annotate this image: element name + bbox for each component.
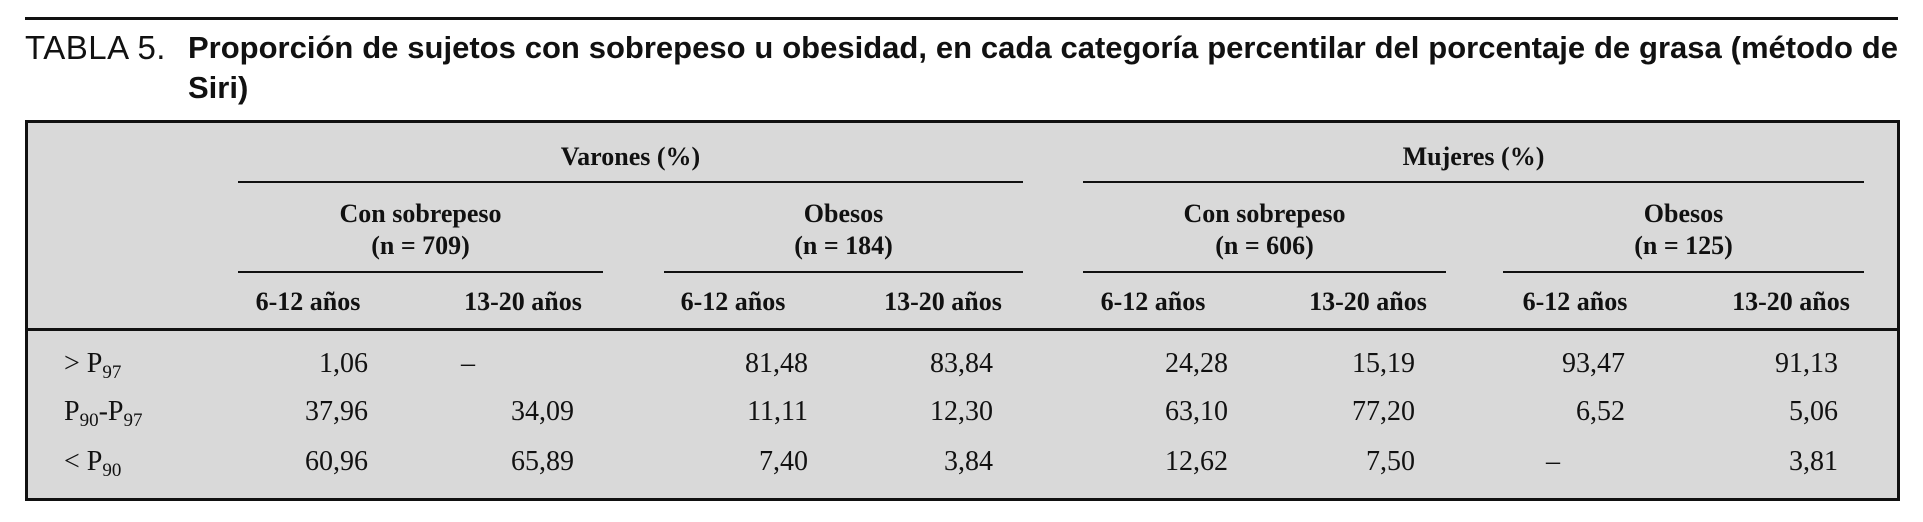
subgroup-rule (1503, 271, 1864, 273)
table-cell: 6,52 (1576, 396, 1625, 427)
subgroup-name: Con sobrepeso (1183, 199, 1346, 228)
subgroup-name: Obesos (1643, 199, 1724, 228)
group-header-mujeres: Mujeres (%) (1402, 142, 1545, 171)
subgroup-n: (n = 125) (1634, 231, 1733, 260)
subgroup-header-mujeres-obesos: Obesos (n = 125) (1503, 198, 1864, 262)
table-cell: 77,20 (1352, 396, 1415, 427)
group-rule-mujeres (1083, 181, 1864, 183)
subgroup-header-mujeres-sobrepeso: Con sobrepeso (n = 606) (1083, 198, 1446, 262)
table-cell: 7,50 (1366, 446, 1415, 477)
subgroup-header-varones-obesos: Obesos (n = 184) (664, 198, 1023, 262)
row-label: < P90 (64, 446, 122, 481)
table-cell: 93,47 (1562, 348, 1625, 379)
table-cell: 11,11 (747, 396, 808, 427)
table-cell: 91,13 (1775, 348, 1838, 379)
table-cell: 81,48 (745, 348, 808, 379)
table-title: Proporción de sujetos con sobrepeso u ob… (188, 30, 1898, 105)
table-cell: – (461, 348, 475, 379)
row-label: > P97 (64, 348, 122, 383)
group-header-varones: Varones (%) (560, 142, 701, 171)
table-cell: 1,06 (319, 348, 368, 379)
table-cell: 7,40 (759, 446, 808, 477)
table-cell: 12,62 (1165, 446, 1228, 477)
age-column-header: 13-20 años (464, 287, 582, 316)
subgroup-rule (1083, 271, 1446, 273)
age-column-header: 13-20 años (1732, 287, 1850, 316)
age-column-header: 6-12 años (255, 287, 361, 316)
group-rule-varones (238, 181, 1023, 183)
age-column-header: 6-12 años (680, 287, 786, 316)
subgroup-name: Obesos (803, 199, 884, 228)
subgroup-rule (238, 271, 603, 273)
table-cell: 3,81 (1789, 446, 1838, 477)
age-column-header: 6-12 años (1522, 287, 1628, 316)
table-cell: 60,96 (305, 446, 368, 477)
table-cell: 24,28 (1165, 348, 1228, 379)
table-cell: 37,96 (305, 396, 368, 427)
table-cell: – (1546, 446, 1560, 477)
table-cell: 34,09 (511, 396, 574, 427)
header-bottom-rule (28, 328, 1897, 331)
subgroup-n: (n = 606) (1215, 231, 1314, 260)
data-table: Varones (%) Mujeres (%) Con sobrepeso (n… (25, 120, 1900, 501)
table-cell: 83,84 (930, 348, 993, 379)
subgroup-name: Con sobrepeso (339, 199, 502, 228)
table-cell: 65,89 (511, 446, 574, 477)
table-cell: 5,06 (1789, 396, 1838, 427)
subgroup-rule (664, 271, 1023, 273)
age-column-header: 13-20 años (1309, 287, 1427, 316)
table-cell: 12,30 (930, 396, 993, 427)
table-cell: 15,19 (1352, 348, 1415, 379)
table-cell: 63,10 (1165, 396, 1228, 427)
table-number: TABLA 5. (25, 29, 166, 66)
age-column-header: 13-20 años (884, 287, 1002, 316)
table-cell: 3,84 (944, 446, 993, 477)
row-label: P90-P97 (64, 396, 143, 431)
top-rule (25, 17, 1898, 20)
subgroup-n: (n = 184) (794, 231, 893, 260)
age-column-header: 6-12 años (1100, 287, 1206, 316)
subgroup-header-varones-sobrepeso: Con sobrepeso (n = 709) (238, 198, 603, 262)
subgroup-n: (n = 709) (371, 231, 470, 260)
